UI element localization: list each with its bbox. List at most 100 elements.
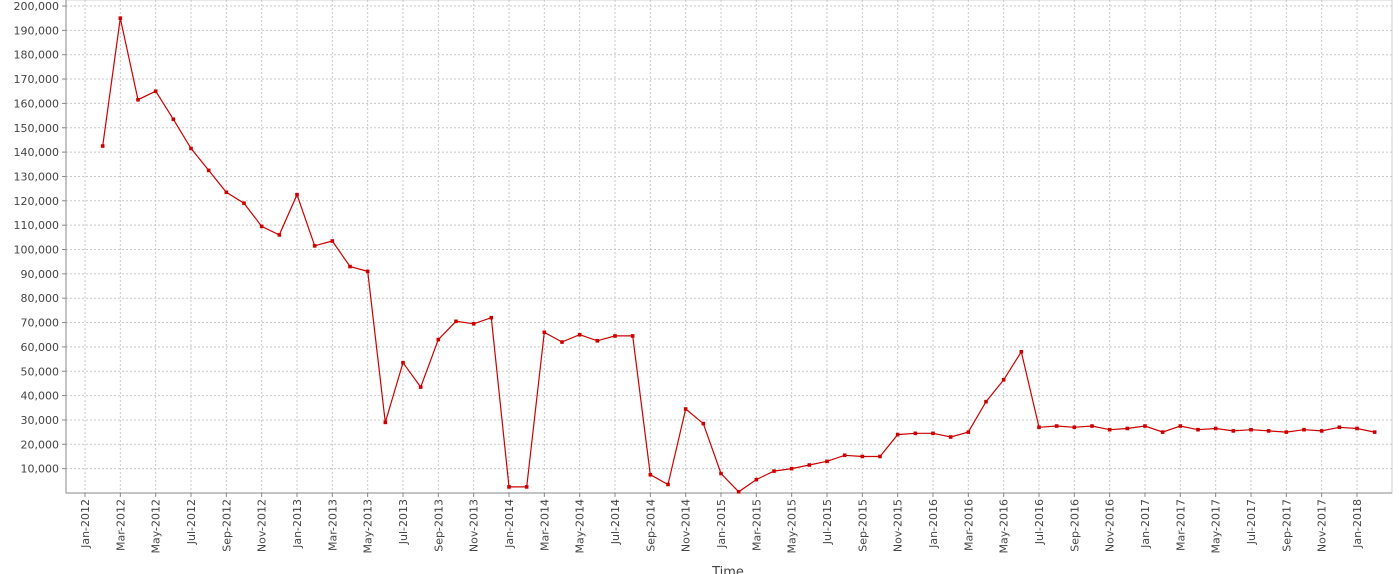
data-point bbox=[471, 321, 476, 326]
data-point bbox=[489, 315, 494, 320]
data-point bbox=[825, 459, 829, 464]
y-tick-label: 80,000 bbox=[21, 292, 60, 305]
data-point bbox=[1337, 425, 1342, 430]
x-tick-label: May-2016 bbox=[998, 499, 1011, 554]
y-tick-label: 170,000 bbox=[14, 73, 60, 86]
data-point bbox=[860, 454, 865, 459]
x-tick-label: Nov-2013 bbox=[468, 499, 481, 552]
data-point bbox=[842, 453, 847, 458]
data-point bbox=[418, 385, 423, 389]
data-point bbox=[560, 340, 564, 344]
data-point bbox=[1054, 424, 1059, 428]
y-tick-label: 190,000 bbox=[14, 24, 60, 37]
data-point bbox=[153, 89, 158, 94]
x-tick-label: Mar-2017 bbox=[1174, 499, 1187, 551]
y-tick-label: 150,000 bbox=[14, 122, 60, 135]
plot-area bbox=[65, 0, 1393, 494]
data-point bbox=[630, 334, 635, 338]
x-tick-label: Nov-2015 bbox=[892, 499, 905, 552]
data-point bbox=[577, 332, 582, 337]
data-point bbox=[171, 117, 176, 122]
x-tick-label: May-2017 bbox=[1210, 499, 1223, 554]
data-point bbox=[1249, 427, 1253, 432]
data-point bbox=[701, 421, 706, 426]
data-point bbox=[1019, 349, 1024, 354]
y-tick-label: 30,000 bbox=[21, 414, 60, 427]
x-tick-label: Jul-2012 bbox=[185, 499, 198, 545]
data-point bbox=[1284, 430, 1289, 434]
x-tick-label: May-2013 bbox=[362, 499, 375, 554]
data-point bbox=[913, 431, 918, 436]
x-tick-label: Nov-2017 bbox=[1316, 499, 1329, 552]
data-point bbox=[507, 485, 511, 489]
x-axis-title: Time bbox=[711, 565, 744, 574]
y-tick-label: 40,000 bbox=[21, 390, 60, 403]
x-tick-label: Jul-2017 bbox=[1245, 499, 1258, 545]
data-point bbox=[1213, 426, 1218, 431]
data-point bbox=[100, 144, 105, 148]
data-point bbox=[542, 330, 547, 335]
data-point bbox=[242, 201, 246, 206]
data-point bbox=[1001, 377, 1006, 382]
data-point bbox=[454, 319, 458, 324]
data-point bbox=[1125, 426, 1130, 431]
x-tick-label: Jan-2012 bbox=[79, 499, 92, 549]
data-point bbox=[966, 430, 971, 434]
data-point bbox=[295, 192, 299, 197]
y-tick-label: 70,000 bbox=[21, 317, 60, 330]
data-point bbox=[1178, 424, 1183, 428]
x-tick-label: Jan-2015 bbox=[715, 499, 728, 549]
data-point bbox=[1302, 427, 1306, 432]
data-point bbox=[895, 432, 900, 437]
y-tick-label: 20,000 bbox=[21, 438, 60, 451]
data-point bbox=[1037, 425, 1041, 430]
x-tick-label: Sep-2012 bbox=[220, 499, 233, 552]
data-point bbox=[118, 16, 123, 20]
data-point bbox=[648, 472, 653, 477]
data-point bbox=[1160, 430, 1165, 434]
x-tick-label: Nov-2016 bbox=[1104, 499, 1117, 552]
data-point bbox=[1355, 426, 1359, 431]
x-tick-label: Jan-2014 bbox=[503, 499, 516, 549]
x-tick-label: Mar-2015 bbox=[750, 499, 763, 551]
data-point bbox=[1319, 429, 1324, 433]
data-point bbox=[931, 431, 935, 436]
data-point bbox=[736, 489, 741, 494]
data-point bbox=[277, 233, 282, 237]
data-point bbox=[401, 360, 405, 365]
data-point bbox=[348, 264, 352, 269]
x-tick-label: May-2014 bbox=[574, 499, 587, 554]
data-point bbox=[189, 146, 193, 151]
x-tick-label: Sep-2016 bbox=[1068, 499, 1081, 552]
y-tick-label: 200,000 bbox=[14, 0, 60, 13]
data-point bbox=[1196, 427, 1200, 432]
data-point bbox=[1231, 429, 1236, 433]
data-point bbox=[312, 244, 317, 248]
data-point bbox=[259, 224, 264, 229]
x-tick-label: Nov-2014 bbox=[680, 499, 693, 552]
grid bbox=[66, 0, 1392, 493]
x-tick-label: Jul-2015 bbox=[821, 499, 834, 545]
data-point bbox=[365, 269, 370, 274]
x-tick-label: Mar-2014 bbox=[538, 499, 551, 551]
data-point bbox=[754, 477, 759, 482]
y-tick-label: 50,000 bbox=[21, 365, 60, 378]
data-point bbox=[666, 482, 670, 487]
x-tick-label: Sep-2013 bbox=[432, 499, 445, 552]
data-point bbox=[807, 463, 812, 467]
y-tick-label: 160,000 bbox=[14, 97, 60, 110]
data-point bbox=[206, 168, 211, 173]
data-point bbox=[772, 469, 776, 473]
data-point bbox=[436, 337, 441, 342]
x-tick-label: Mar-2013 bbox=[326, 499, 339, 551]
x-tick-label: Jan-2016 bbox=[927, 499, 940, 549]
x-tick-label: Sep-2017 bbox=[1280, 499, 1293, 552]
x-tick-label: Mar-2012 bbox=[114, 499, 127, 551]
y-tick-label: 100,000 bbox=[14, 244, 60, 257]
x-tick-label: Jan-2018 bbox=[1351, 499, 1364, 549]
x-tick-label: May-2012 bbox=[150, 499, 163, 554]
data-point bbox=[1372, 430, 1377, 434]
y-tick-label: 110,000 bbox=[14, 219, 60, 232]
x-tick-label: Nov-2012 bbox=[256, 499, 269, 552]
